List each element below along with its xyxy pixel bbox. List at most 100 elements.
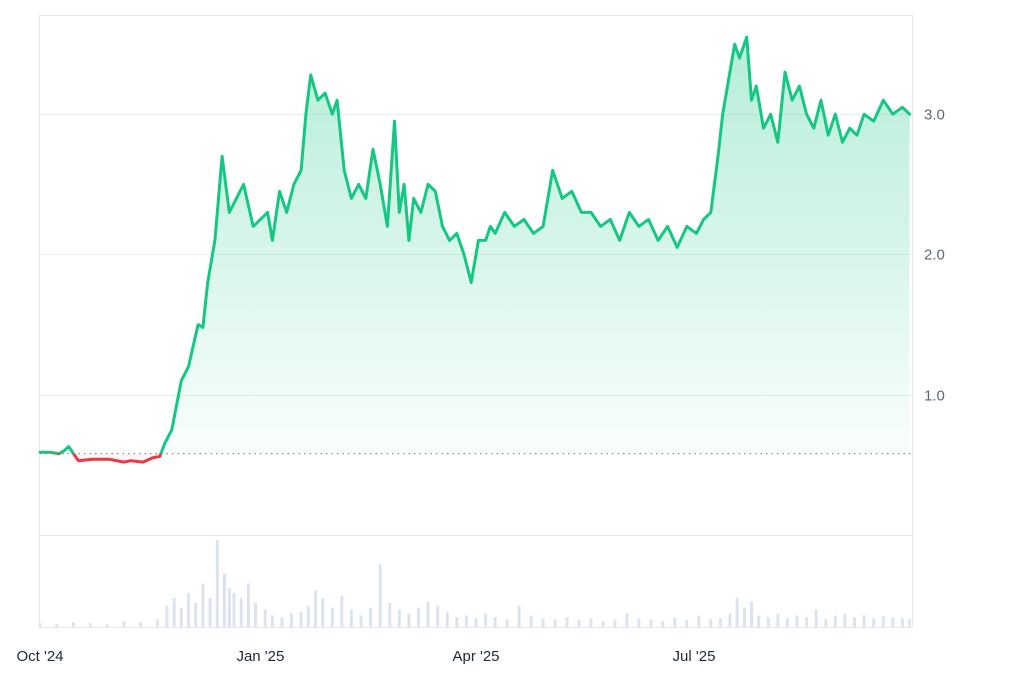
price-point	[440, 223, 446, 229]
price-point	[157, 453, 163, 459]
x-tick-label: Jul '25	[673, 648, 716, 665]
price-point	[725, 83, 731, 89]
price-point	[308, 72, 314, 78]
volume-bar	[455, 617, 459, 627]
volume-bar	[649, 619, 653, 627]
price-point	[483, 237, 489, 243]
price-point	[178, 378, 184, 384]
volume-bar	[407, 613, 411, 627]
price-point	[454, 230, 460, 236]
price-point	[356, 181, 362, 187]
volume-bar	[165, 605, 169, 627]
price-point	[744, 34, 750, 40]
price-point	[720, 111, 726, 117]
price-point	[708, 209, 714, 215]
volume-bar	[194, 602, 198, 627]
volume-bar	[232, 593, 236, 627]
volume-bar	[290, 613, 293, 627]
price-point	[370, 146, 376, 152]
volume-bar	[314, 590, 317, 627]
volume-bar	[105, 624, 109, 627]
volume-bar	[254, 602, 258, 627]
volume-bar	[529, 615, 533, 627]
volume-bar	[208, 598, 212, 627]
volume-bar	[349, 609, 353, 627]
price-point	[233, 195, 239, 201]
volume-bar	[280, 617, 284, 627]
price-point	[607, 216, 613, 222]
price-point	[761, 125, 767, 131]
volume-bar	[246, 583, 250, 627]
price-point	[212, 237, 218, 243]
price-point	[75, 458, 81, 464]
volume-bar	[215, 540, 219, 627]
volume-bar	[72, 622, 75, 627]
volume-bar	[757, 615, 761, 627]
price-point	[636, 223, 642, 229]
price-point	[250, 223, 256, 229]
price-point	[487, 223, 493, 229]
price-point	[363, 195, 369, 201]
volume-bar	[155, 619, 159, 627]
volume-bar	[785, 618, 789, 627]
volume-bar	[378, 564, 382, 627]
volume-bar	[436, 605, 440, 627]
volume-bar	[388, 602, 392, 627]
price-point	[550, 167, 556, 173]
price-point	[392, 118, 398, 124]
price-point	[531, 230, 537, 236]
y-axis: 1.0 2.0 3.0	[924, 107, 945, 405]
volume-bar	[139, 622, 143, 627]
price-point	[578, 209, 584, 215]
price-point	[832, 111, 838, 117]
price-point	[847, 125, 853, 131]
price-point	[425, 181, 431, 187]
volume-bar	[862, 615, 866, 627]
price-point	[559, 195, 565, 201]
price-point	[588, 209, 594, 215]
price-point	[226, 209, 232, 215]
price-point	[140, 459, 146, 465]
volume-bar	[38, 623, 42, 627]
price-point	[447, 237, 453, 243]
volume-bar	[88, 623, 92, 627]
volume-bar	[201, 583, 205, 627]
volume-bar	[709, 619, 713, 627]
price-point	[334, 97, 340, 103]
volume-bars	[38, 540, 912, 627]
price-point	[432, 188, 438, 194]
price-point	[128, 458, 134, 464]
y-tick-label: 1.0	[924, 388, 945, 405]
price-point	[186, 364, 192, 370]
price-point	[291, 181, 297, 187]
volume-bar	[776, 613, 780, 627]
price-point	[840, 139, 846, 145]
volume-bar	[805, 617, 809, 627]
price-point	[377, 181, 383, 187]
price-point	[502, 209, 508, 215]
volume-bar	[843, 613, 847, 627]
volume-bar	[299, 611, 303, 627]
price-point	[90, 456, 96, 462]
y-tick-label: 2.0	[924, 247, 945, 264]
volume-bar	[750, 601, 753, 627]
price-point	[219, 153, 225, 159]
volume-bar	[223, 573, 226, 627]
price-area-fill-above	[40, 37, 910, 454]
price-point	[107, 456, 113, 462]
volume-bar	[766, 617, 770, 627]
volume-bar	[541, 618, 545, 627]
volume-bar	[517, 605, 521, 627]
volume-bar	[55, 624, 59, 627]
volume-bar	[577, 620, 581, 627]
volume-bar	[637, 618, 641, 627]
price-point	[775, 139, 781, 145]
price-line-above-baseline[interactable]	[38, 35, 912, 462]
plot-frame	[39, 15, 913, 628]
volume-bar	[239, 598, 243, 627]
price-point	[341, 167, 347, 173]
price-point	[693, 230, 699, 236]
volume-bar	[900, 618, 904, 627]
volume-bar	[493, 617, 497, 627]
